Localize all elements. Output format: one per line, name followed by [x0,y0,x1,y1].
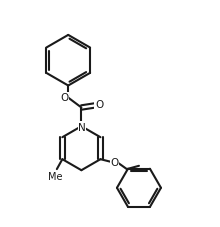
Text: N: N [78,122,86,132]
Text: Me: Me [48,171,63,181]
Text: O: O [95,100,103,110]
Text: O: O [60,93,68,103]
Text: O: O [110,158,118,168]
